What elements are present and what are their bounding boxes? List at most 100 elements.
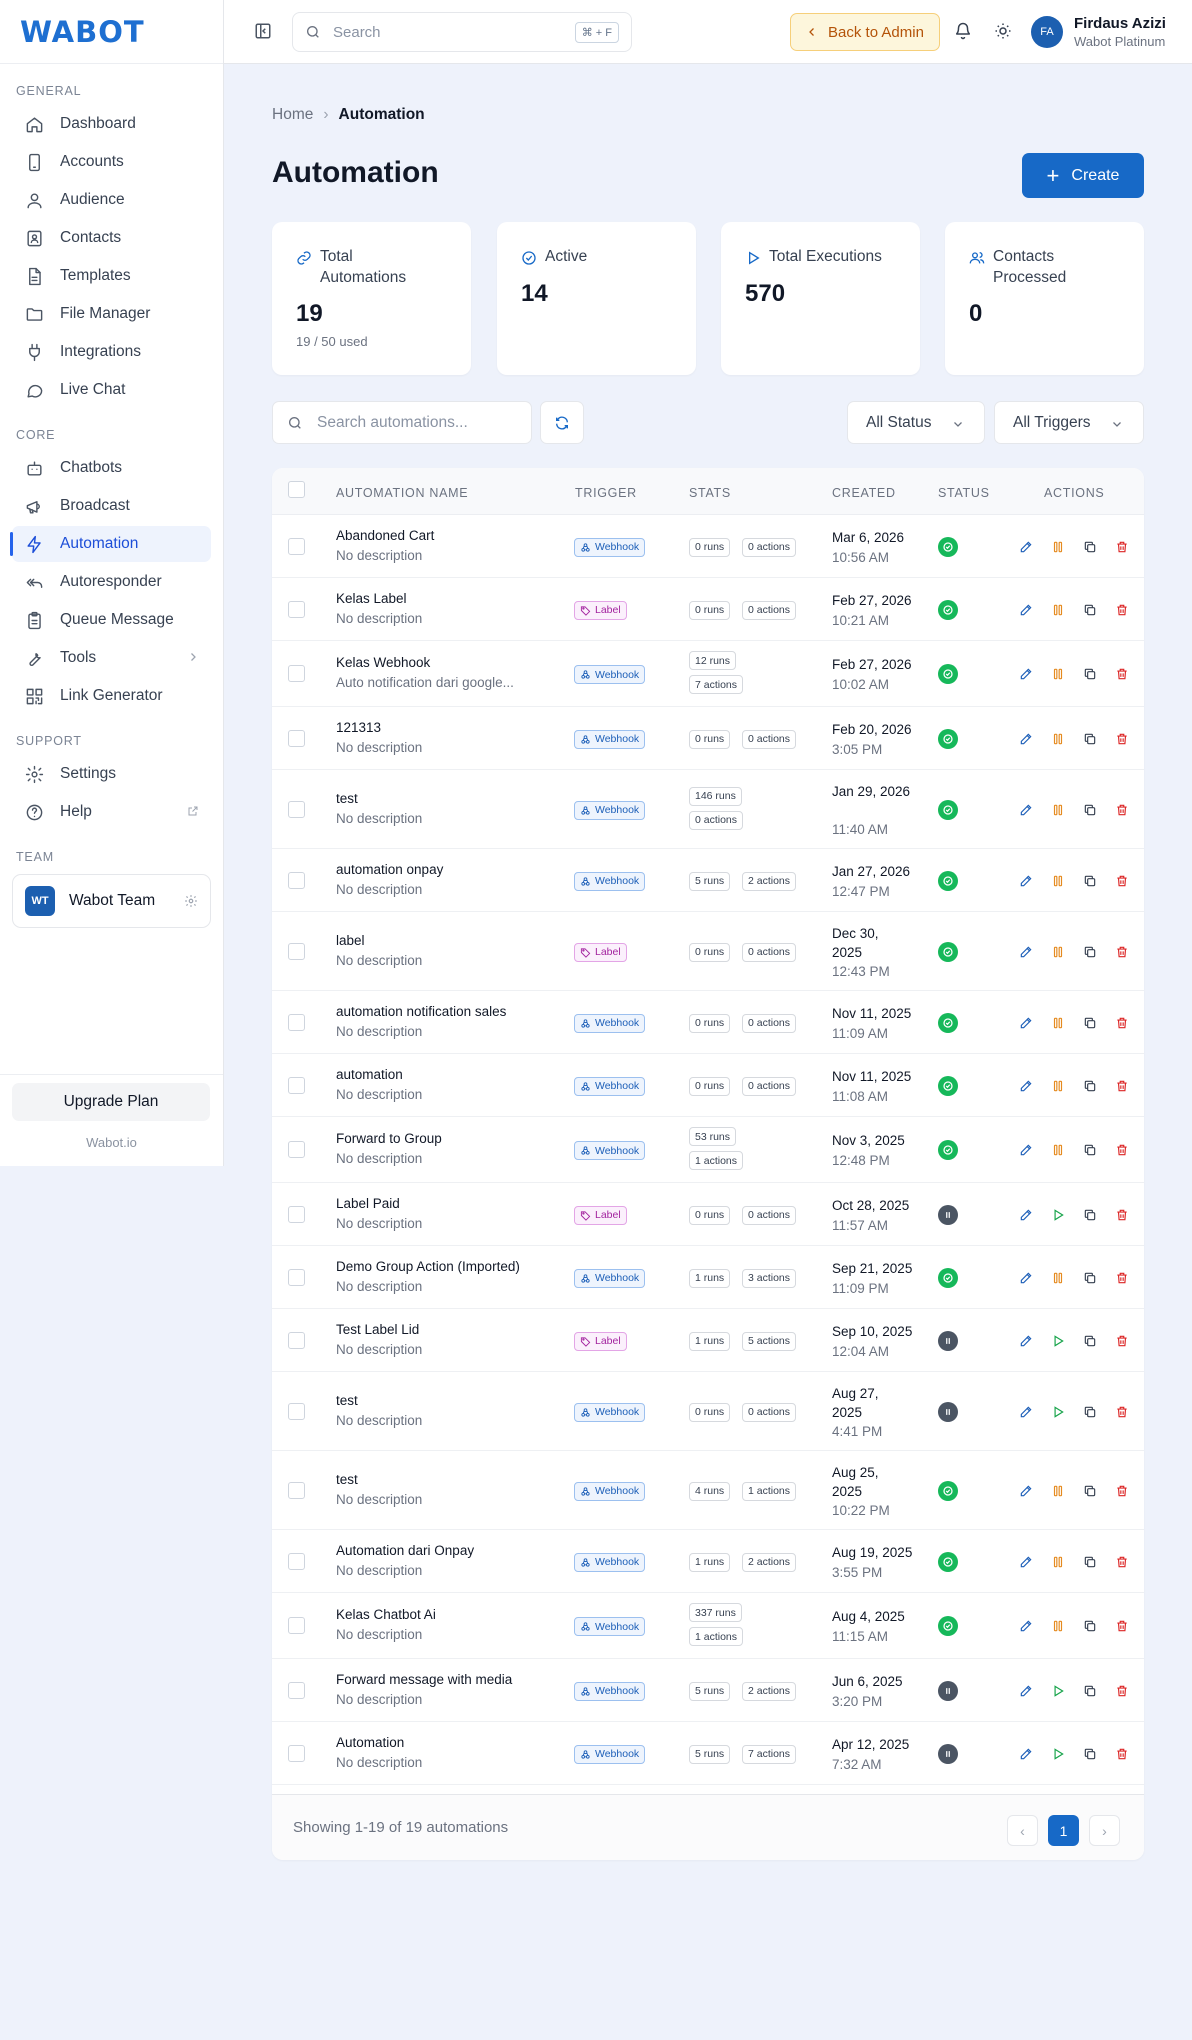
sidebar-item-queue-message[interactable]: Queue Message [12,602,211,638]
trash-icon[interactable] [1113,1617,1131,1635]
status-paused-icon[interactable] [938,1330,958,1351]
pause-icon[interactable] [1049,665,1067,683]
row-checkbox[interactable] [288,1205,305,1223]
automation-name[interactable]: 121313 [336,719,382,735]
user-name[interactable]: Firdaus Azizi [1074,15,1166,32]
create-button[interactable]: + Create [1022,153,1144,198]
trash-icon[interactable] [1113,872,1131,890]
duplicate-icon[interactable] [1081,1269,1099,1287]
global-search-input[interactable]: Search ⌘ + F [292,12,632,52]
duplicate-icon[interactable] [1081,1014,1099,1032]
row-checkbox[interactable] [288,942,305,960]
duplicate-icon[interactable] [1081,1617,1099,1635]
trash-icon[interactable] [1113,665,1131,683]
brand-logo[interactable]: WABOT [0,0,223,64]
row-checkbox[interactable] [288,1268,305,1286]
sidebar-item-settings[interactable]: Settings [12,756,211,792]
pause-icon[interactable] [1049,1269,1067,1287]
automation-name[interactable]: Label Paid [336,1195,400,1211]
sidebar-item-file-manager[interactable]: File Manager [12,296,211,332]
table-row[interactable]: 121313 No description Webhook 0 runs 0 actio… [272,707,1144,770]
automation-name[interactable]: Kelas Label [336,590,407,606]
status-active-icon[interactable] [938,1075,958,1096]
edit-icon[interactable] [1017,1206,1035,1224]
duplicate-icon[interactable] [1081,872,1099,890]
status-paused-icon[interactable] [938,1204,958,1225]
trash-icon[interactable] [1113,1682,1131,1700]
pause-icon[interactable] [1049,1482,1067,1500]
trash-icon[interactable] [1113,943,1131,961]
edit-icon[interactable] [1017,730,1035,748]
trash-icon[interactable] [1113,801,1131,819]
table-row[interactable]: test No description Webhook 4 runs 1 actions… [272,1451,1144,1530]
duplicate-icon[interactable] [1081,665,1099,683]
row-checkbox[interactable] [288,537,305,555]
table-row[interactable]: automation onpay No description Webhook 5 r… [272,849,1144,912]
row-checkbox[interactable] [288,871,305,889]
sidebar-item-help[interactable]: Help [12,794,211,830]
duplicate-icon[interactable] [1081,601,1099,619]
edit-icon[interactable] [1017,872,1035,890]
table-row[interactable]: Demo Group Action (Imported) No descripti… [272,1246,1144,1309]
automation-name[interactable]: Kelas Webhook [336,655,431,670]
row-checkbox[interactable] [288,665,305,682]
table-row[interactable]: Kelas Label No description Label 0 runs 0 ac… [272,578,1144,641]
automation-name[interactable]: Kelas Chatbot Ai [336,1607,436,1622]
pause-icon[interactable] [1049,1014,1067,1032]
table-row[interactable]: Abandoned Cart No description Webhook 0 run… [272,515,1144,578]
status-active-icon[interactable] [938,1012,958,1033]
duplicate-icon[interactable] [1081,1403,1099,1421]
pause-icon[interactable] [1049,1077,1067,1095]
row-checkbox[interactable] [288,1402,305,1420]
edit-icon[interactable] [1017,1682,1035,1700]
duplicate-icon[interactable] [1081,730,1099,748]
bell-icon[interactable] [954,22,972,45]
duplicate-icon[interactable] [1081,538,1099,556]
duplicate-icon[interactable] [1081,943,1099,961]
status-active-icon[interactable] [938,799,958,820]
table-row[interactable]: Forward message with media No description… [272,1659,1144,1722]
row-checkbox[interactable] [288,1076,305,1094]
trash-icon[interactable] [1113,1269,1131,1287]
automation-name[interactable]: Abandoned Cart [336,527,435,543]
automation-name[interactable]: Forward message with media [336,1671,513,1687]
breadcrumb-home[interactable]: Home [272,106,314,123]
play-icon[interactable] [1049,1206,1067,1224]
sidebar-item-autoresponder[interactable]: Autoresponder [12,564,211,600]
automation-name[interactable]: Forward to Group [336,1131,442,1146]
table-row[interactable]: test No description Webhook 0 runs 0 actions… [272,1372,1144,1451]
table-row[interactable]: label No description Label 0 runs 0 actions D… [272,912,1144,991]
next-page-button[interactable]: › [1089,1815,1120,1846]
pause-icon[interactable] [1049,538,1067,556]
select-all-checkbox[interactable] [288,481,305,498]
team-settings-icon[interactable] [184,894,198,908]
automation-name[interactable]: label [336,932,365,948]
trash-icon[interactable] [1113,1014,1131,1032]
trigger-filter-select[interactable]: All Triggers [994,401,1144,444]
table-row[interactable]: Kelas Chatbot Ai No description Webhook 337… [272,1593,1144,1659]
pause-icon[interactable] [1049,943,1067,961]
automation-name[interactable]: Automation [336,1734,405,1750]
duplicate-icon[interactable] [1081,1077,1099,1095]
sidebar-item-live-chat[interactable]: Live Chat [12,372,211,408]
edit-icon[interactable] [1017,1553,1035,1571]
page-1-button[interactable]: 1 [1048,1815,1079,1846]
trash-icon[interactable] [1113,1553,1131,1571]
status-active-icon[interactable] [938,941,958,962]
row-checkbox[interactable] [288,1617,305,1634]
pause-icon[interactable] [1049,1553,1067,1571]
row-checkbox[interactable] [288,729,305,747]
user-avatar[interactable]: FA [1031,16,1063,48]
table-row[interactable]: Label Paid No description Label 0 runs 0 act… [272,1183,1144,1246]
sidebar-item-templates[interactable]: Templates [12,258,211,294]
sidebar-item-link-generator[interactable]: Link Generator [12,678,211,714]
sidebar-item-automation[interactable]: Automation [10,526,211,562]
trash-icon[interactable] [1113,601,1131,619]
edit-icon[interactable] [1017,1141,1035,1159]
automation-name[interactable]: test [336,790,358,806]
sidebar-item-broadcast[interactable]: Broadcast [12,488,211,524]
trash-icon[interactable] [1113,1403,1131,1421]
prev-page-button[interactable]: ‹ [1007,1815,1038,1846]
duplicate-icon[interactable] [1081,1682,1099,1700]
refresh-button[interactable] [540,401,584,444]
